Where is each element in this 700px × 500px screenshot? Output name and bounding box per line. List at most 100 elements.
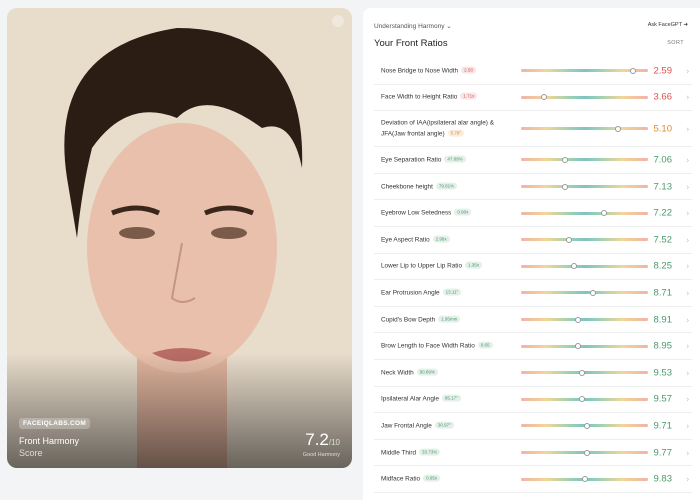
ratio-score: 9.57 (653, 393, 673, 405)
ratio-slider (521, 156, 648, 163)
ratio-score: 8.25 (653, 260, 673, 272)
ratio-row[interactable]: Cheekbone height 79.81% 7.13 › (374, 174, 692, 201)
ratio-row[interactable]: Ear Protrusion Angle 13.11° 8.71 › (374, 280, 692, 307)
ratio-label: Brow Length to Face Width Ratio 0.65 (381, 341, 511, 352)
ratio-badge: 85.17° (441, 394, 461, 402)
rating: Good Harmony (302, 452, 340, 458)
ratio-row[interactable]: Jaw Frontal Angle 30.97° 9.71 › (374, 413, 692, 440)
ratio-row[interactable]: Neck Width 90.89% 9.53 › (374, 360, 692, 387)
ratio-row[interactable]: Brow Length to Face Width Ratio 0.65 8.95 › (374, 333, 692, 360)
ratio-row[interactable]: Eye Separation Ratio 47.89% 7.06 › (374, 147, 692, 174)
ratio-name: Deviation of IAA(ipsilateral alar angle)… (381, 119, 494, 138)
slider-knob (584, 449, 591, 456)
ratio-name: Cupid's Bow Depth (381, 315, 436, 323)
chevron: › (686, 235, 689, 245)
ratio-label: Eyebrow Low Setedness 0.90x (381, 208, 511, 219)
ratio-slider (521, 449, 648, 456)
ratio-score: 9.77 (653, 447, 673, 459)
ratio-badge: 0.90x (454, 208, 472, 216)
slider-knob (581, 476, 588, 483)
ratio-row[interactable]: Eyebrow Low Setedness 0.90x 7.22 › (374, 200, 692, 227)
card-title: Front Harmony (19, 436, 80, 446)
ratio-row[interactable]: Lower Lip to Upper Lip Ratio 1.35x 8.25 › (374, 254, 692, 281)
slider-knob (590, 289, 597, 296)
sort-button[interactable]: SORT (667, 40, 684, 46)
ratio-score: 8.91 (653, 314, 673, 326)
ratio-score: 3.66 (653, 91, 673, 103)
settings-button[interactable] (332, 15, 344, 27)
chevron: › (686, 368, 689, 378)
ratio-score: 9.83 (653, 473, 673, 485)
ratio-slider (521, 369, 648, 376)
link-label: Ask FaceGPT (647, 22, 682, 28)
slider-knob (578, 369, 585, 376)
ratio-label: Nose Bridge to Nose Width 2.58 (381, 65, 511, 76)
chevron: › (686, 155, 689, 165)
ratio-row[interactable]: Middle Third 33.73% 9.77 › (374, 440, 692, 467)
chevron: › (686, 474, 689, 484)
panel-title: Your Front Ratios (374, 38, 448, 49)
ratio-row[interactable]: Cupid's Bow Depth 1.95mm 8.91 › (374, 307, 692, 334)
chevron: › (686, 66, 689, 76)
slider-knob (540, 94, 547, 101)
ratio-slider (521, 316, 648, 323)
ask-link[interactable]: Ask FaceGPT ➜ (647, 22, 688, 28)
ratio-label: Cupid's Bow Depth 1.95mm (381, 314, 511, 325)
slider-knob (614, 125, 621, 132)
ratio-badge: 1.95mm (438, 315, 461, 323)
ratio-row[interactable]: Face Width to Height Ratio 1.71x 3.66 › (374, 85, 692, 112)
ratio-row[interactable]: Nose Bridge to Nose Width 2.58 2.59 › (374, 58, 692, 85)
ratio-slider (521, 67, 648, 74)
chevron: › (686, 208, 689, 218)
slider-knob (575, 343, 582, 350)
ratio-slider (521, 343, 648, 350)
ratio-badge: 30.97° (434, 421, 454, 429)
ratio-score: 7.52 (653, 234, 673, 246)
face-photo (7, 8, 352, 468)
ratio-label: Ipsilateral Alar Angle 85.17° (381, 394, 511, 405)
ratio-score: 8.95 (653, 340, 673, 352)
ratio-name: Lower Lip to Upper Lip Ratio (381, 262, 462, 270)
ratio-label: Eye Separation Ratio 47.89% (381, 155, 511, 166)
ratio-score: 7.06 (653, 154, 673, 166)
chevron: › (686, 182, 689, 192)
ratio-badge: 1.71x (460, 93, 478, 101)
ratio-badge: 47.89% (444, 155, 466, 163)
ratio-slider (521, 476, 648, 483)
ratio-name: Ear Protrusion Angle (381, 289, 440, 297)
slider-knob (571, 263, 578, 270)
ratio-name: Ipsilateral Alar Angle (381, 395, 439, 403)
ratio-badge: 0.65 (477, 341, 493, 349)
ratio-name: Brow Length to Face Width Ratio (381, 342, 475, 350)
chevron: › (686, 394, 689, 404)
ratio-label: Cheekbone height 79.81% (381, 181, 511, 192)
ratio-badge: 90.89% (416, 368, 438, 376)
chevron: › (686, 421, 689, 431)
ratio-row[interactable]: Ipsilateral Alar Angle 85.17° 9.57 › (374, 387, 692, 414)
ratio-slider (521, 422, 648, 429)
ratio-row[interactable]: Deviation of IAA(ipsilateral alar angle)… (374, 111, 692, 148)
ratio-name: Face Width to Height Ratio (381, 93, 458, 101)
ratio-score: 5.10 (653, 123, 673, 135)
ratio-name: Midface Ratio (381, 475, 421, 483)
ratio-row[interactable]: Midface Ratio 0.95x 9.83 › (374, 466, 692, 493)
ratio-badge: 2.58 (461, 66, 476, 74)
slider-knob (562, 183, 569, 190)
ratio-list: Nose Bridge to Nose Width 2.58 2.59 › Face W… (374, 58, 692, 493)
ratio-name: Neck Width (381, 369, 414, 377)
ratio-label: Face Width to Height Ratio 1.71x (381, 92, 511, 103)
ratio-label: Middle Third 33.73% (381, 447, 511, 458)
ratio-badge: 1.35x (465, 262, 483, 270)
ratio-name: Eye Aspect Ratio (381, 236, 430, 244)
chevron: › (686, 448, 689, 458)
ratio-slider (521, 263, 648, 270)
dropdown[interactable]: Understanding Harmony ⌄ (374, 23, 452, 30)
ratio-slider (521, 210, 648, 217)
card-subtitle: Score (19, 448, 43, 458)
ratio-row[interactable]: Eye Aspect Ratio 2.98x 7.52 › (374, 227, 692, 254)
ratio-name: Nose Bridge to Nose Width (381, 67, 459, 75)
ratio-name: Cheekbone height (381, 182, 433, 190)
slider-knob (566, 236, 573, 243)
ratio-score: 8.71 (653, 287, 673, 299)
score-max: /10 (328, 438, 340, 447)
